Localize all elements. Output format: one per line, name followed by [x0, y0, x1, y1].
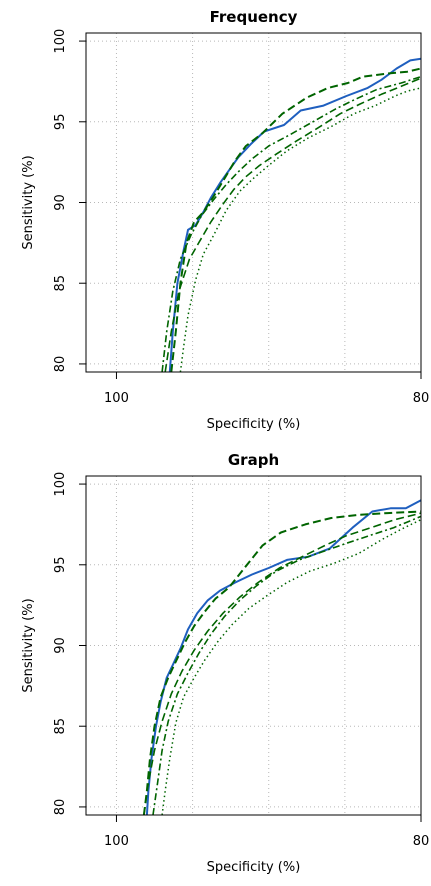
series-line-1-solid [145, 499, 421, 815]
x-tick-label: 100 [104, 391, 129, 406]
chart-title: Frequency [210, 8, 298, 26]
y-tick-label: 95 [53, 114, 68, 131]
y-tick-label: 85 [53, 718, 68, 735]
y-tick-label: 80 [53, 799, 68, 816]
y-tick-label: 95 [53, 557, 68, 574]
x-tick-label: 80 [413, 391, 430, 406]
grid [86, 33, 422, 372]
series-line-2-dash [142, 510, 421, 815]
y-tick-label: 100 [53, 472, 68, 497]
series-line-5-dot [179, 87, 421, 372]
series-line-1-solid [168, 57, 421, 372]
y-tick-label: 85 [53, 275, 68, 292]
y-tick-label: 100 [53, 29, 68, 54]
y-tick-label: 90 [53, 194, 68, 211]
y-axis-label: Sensitivity (%) [21, 155, 36, 249]
x-tick-label: 100 [104, 834, 129, 849]
chart-title: Graph [228, 451, 279, 469]
y-tick-label: 80 [53, 356, 68, 373]
y-tick-label: 90 [53, 637, 68, 654]
series-group [161, 57, 421, 372]
x-axis-label: Specificity (%) [207, 417, 301, 432]
graph-chart: 100 80 80 85 90 95 100 Graph Specificity (%) Sens… [21, 451, 430, 875]
frequency-chart: 100 80 80 85 90 95 100 Frequency Specificity (%)… [21, 8, 430, 432]
series-line-4-dash [164, 77, 421, 372]
series-line-2-dash [170, 67, 421, 372]
y-axis-label: Sensitivity (%) [21, 598, 36, 692]
x-tick-label: 80 [413, 834, 430, 849]
series-line-3-dashdot [161, 75, 421, 372]
series-line-3-dashdot [152, 515, 421, 815]
series-line-4-dash [143, 512, 421, 815]
grid [86, 476, 422, 815]
series-group [142, 499, 421, 815]
x-axis-label: Specificity (%) [207, 860, 301, 875]
